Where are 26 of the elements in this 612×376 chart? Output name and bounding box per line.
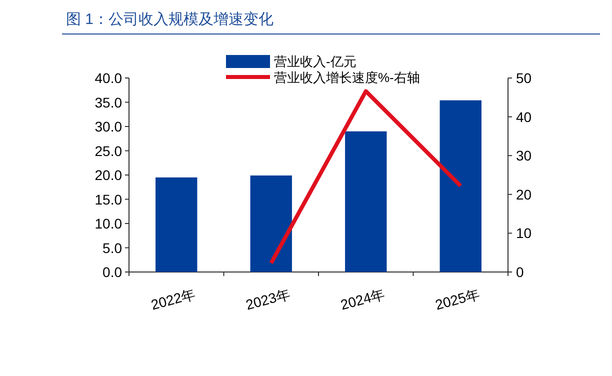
y2-tick-label: 0 bbox=[516, 264, 524, 280]
x-tick-label: 2024年 bbox=[338, 286, 386, 313]
y-tick-label: 25.0 bbox=[94, 142, 122, 159]
legend-label: 营业收入-亿元 bbox=[274, 54, 356, 69]
y-tick-label: 15.0 bbox=[94, 191, 122, 208]
y-tick-label: 30.0 bbox=[94, 118, 122, 134]
y2-tick-label: 50 bbox=[516, 70, 532, 86]
y-tick-label: 40.0 bbox=[94, 70, 122, 86]
y-tick-label: 20.0 bbox=[94, 167, 122, 183]
x-tick-label: 2022年 bbox=[149, 286, 197, 313]
bar bbox=[345, 131, 387, 272]
chart-title: 图 1：公司收入规模及增速变化 bbox=[66, 11, 274, 28]
y2-tick-label: 30 bbox=[516, 148, 532, 164]
y2-tick-label: 40 bbox=[516, 108, 532, 125]
bar bbox=[250, 175, 292, 272]
y2-tick-label: 10 bbox=[516, 225, 532, 242]
x-tick-label: 2025年 bbox=[433, 286, 482, 313]
y-tick-label: 5.0 bbox=[102, 240, 122, 256]
y-tick-label: 0.0 bbox=[102, 264, 122, 280]
y-tick-label: 35.0 bbox=[94, 94, 122, 110]
legend-label: 营业收入增长速度%-右轴 bbox=[274, 70, 420, 85]
bar bbox=[156, 177, 198, 272]
bar bbox=[440, 100, 482, 272]
y2-tick-label: 20 bbox=[516, 186, 532, 202]
y-tick-label: 10.0 bbox=[94, 216, 122, 232]
x-tick-label: 2023年 bbox=[244, 286, 292, 313]
